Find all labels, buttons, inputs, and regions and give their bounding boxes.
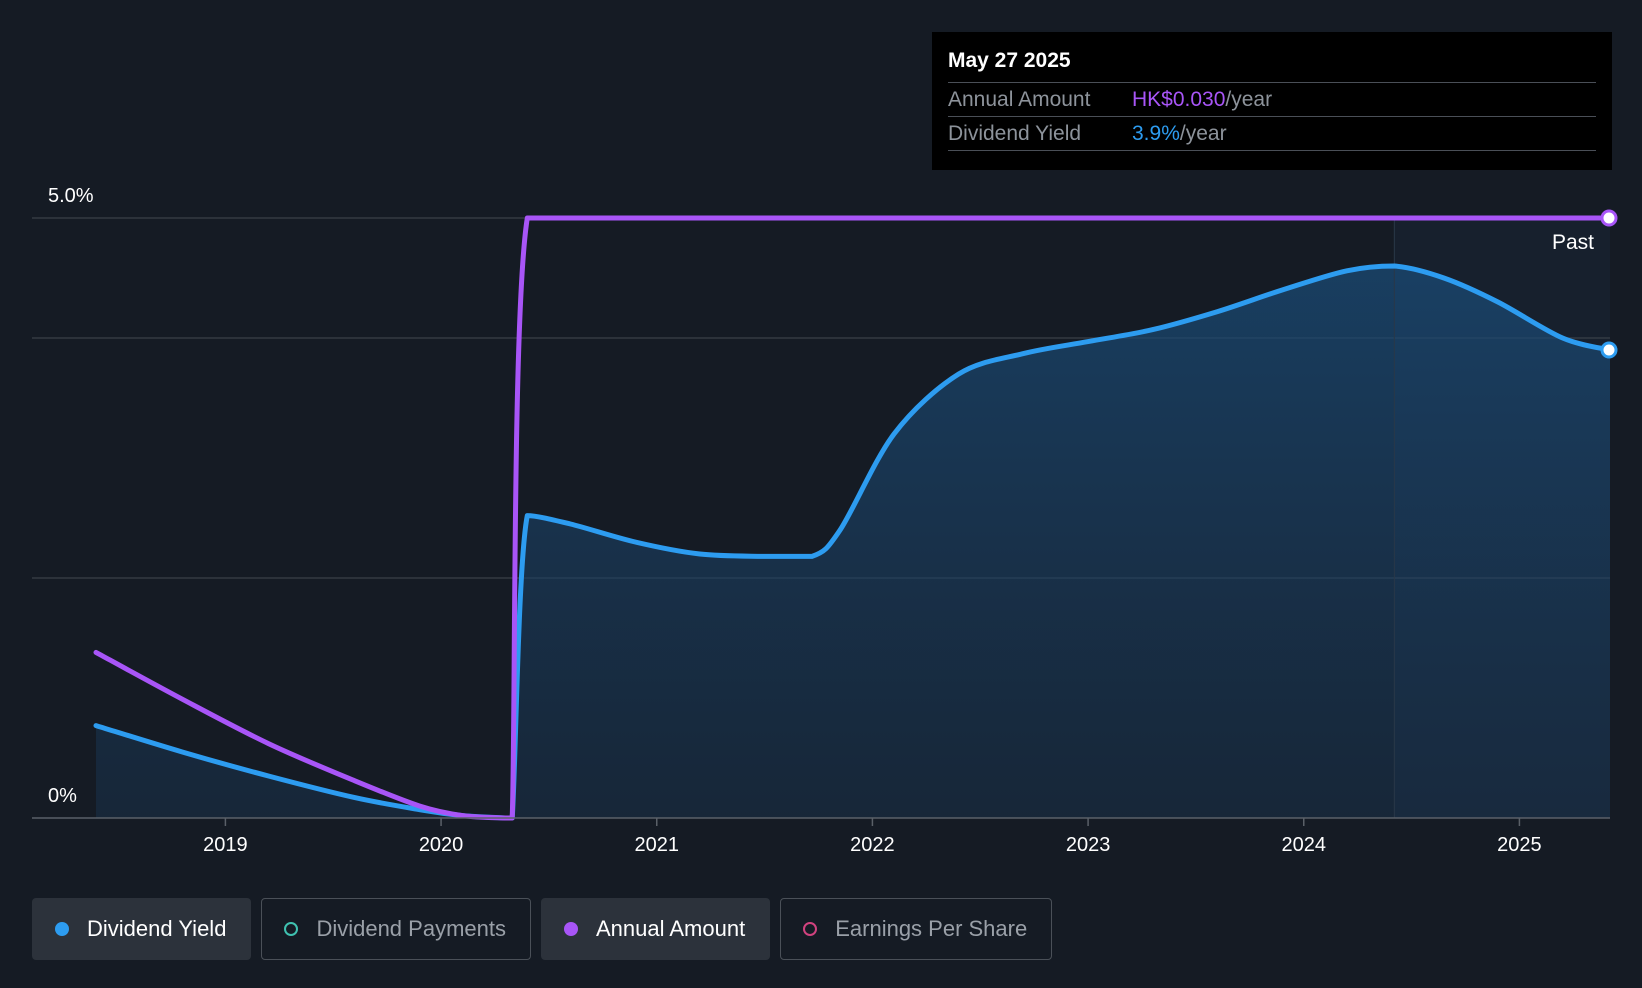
legend-label: Dividend Payments	[316, 916, 506, 941]
tooltip: May 27 2025 Annual Amount HK$0.030 /year…	[932, 32, 1612, 170]
legend: Dividend Yield Dividend Payments Annual …	[32, 898, 1053, 960]
legend-dot-icon	[563, 922, 578, 936]
legend-item-dividend-yield[interactable]: Dividend Yield	[32, 898, 252, 960]
annual-amount-line	[93, 215, 1613, 821]
tooltip-label: Dividend Yield	[948, 122, 1082, 145]
y-tick-label-top: 5.0%	[48, 185, 94, 207]
dividend-yield-end-marker[interactable]	[1600, 341, 1618, 359]
x-tick-label: 2020	[419, 834, 464, 856]
legend-dot-icon	[803, 922, 818, 936]
x-tick-label: 2024	[1281, 834, 1326, 856]
tooltip-date: May 27 2025	[948, 49, 1071, 72]
legend-dot-icon	[284, 922, 299, 936]
tooltip-value: 3.9%	[1132, 122, 1180, 145]
tooltip-label: Annual Amount	[948, 88, 1091, 111]
legend-item-earnings-per-share[interactable]: Earnings Per Share	[780, 898, 1053, 960]
legend-dot-icon	[55, 922, 69, 936]
y-tick-label-bottom: 0%	[48, 785, 77, 807]
legend-label: Earnings Per Share	[835, 916, 1028, 941]
tooltip-row-dividend-yield: Dividend Yield 3.9% /year	[948, 116, 1596, 151]
legend-item-dividend-payments[interactable]: Dividend Payments	[261, 898, 531, 960]
x-tick-label: 2021	[634, 834, 679, 856]
legend-label: Annual Amount	[595, 916, 746, 941]
tooltip-unit: /year	[1225, 88, 1273, 111]
legend-item-annual-amount[interactable]: Annual Amount	[540, 898, 771, 960]
x-tick-label: 2019	[203, 834, 248, 856]
past-label: Past	[1552, 231, 1594, 254]
x-tick-label: 2025	[1497, 834, 1542, 856]
annual-amount-end-marker[interactable]	[1600, 209, 1618, 227]
tooltip-value: HK$0.030	[1132, 88, 1226, 111]
x-tick-label: 2022	[850, 834, 895, 856]
dividend-chart: 2019 2020 2021 2022 2023 2024 2025 5.0% 0% Pas…	[32, 185, 1618, 856]
tooltip-unit: /year	[1179, 122, 1227, 145]
dividend-yield-area	[96, 266, 1610, 818]
tooltip-row-annual-amount: Annual Amount HK$0.030 /year	[948, 82, 1596, 116]
x-tick-label: 2023	[1066, 834, 1111, 856]
legend-label: Dividend Yield	[87, 916, 227, 941]
